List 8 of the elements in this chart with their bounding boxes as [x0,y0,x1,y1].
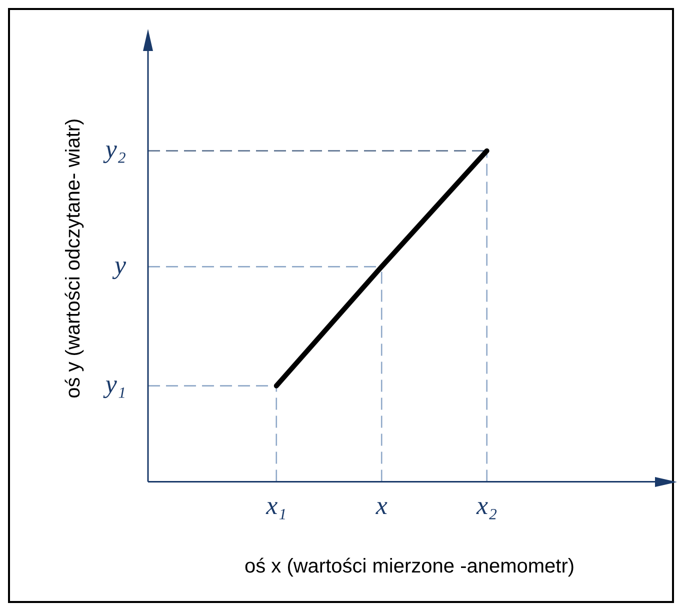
ref-line-label: y₁ [102,370,126,399]
x-tick-label: x₁ [265,491,287,520]
ref-line-label: y [111,250,126,280]
ref-line-label: y₂ [102,134,126,164]
x-tick-label: x₂ [476,491,498,520]
x-axis-title: oś x (wartości mierzone -anemometr) [244,556,575,578]
x-tick-label: x [374,491,388,520]
y-axis-title: oś y (wartości odczytane- wiatr) [62,118,85,398]
